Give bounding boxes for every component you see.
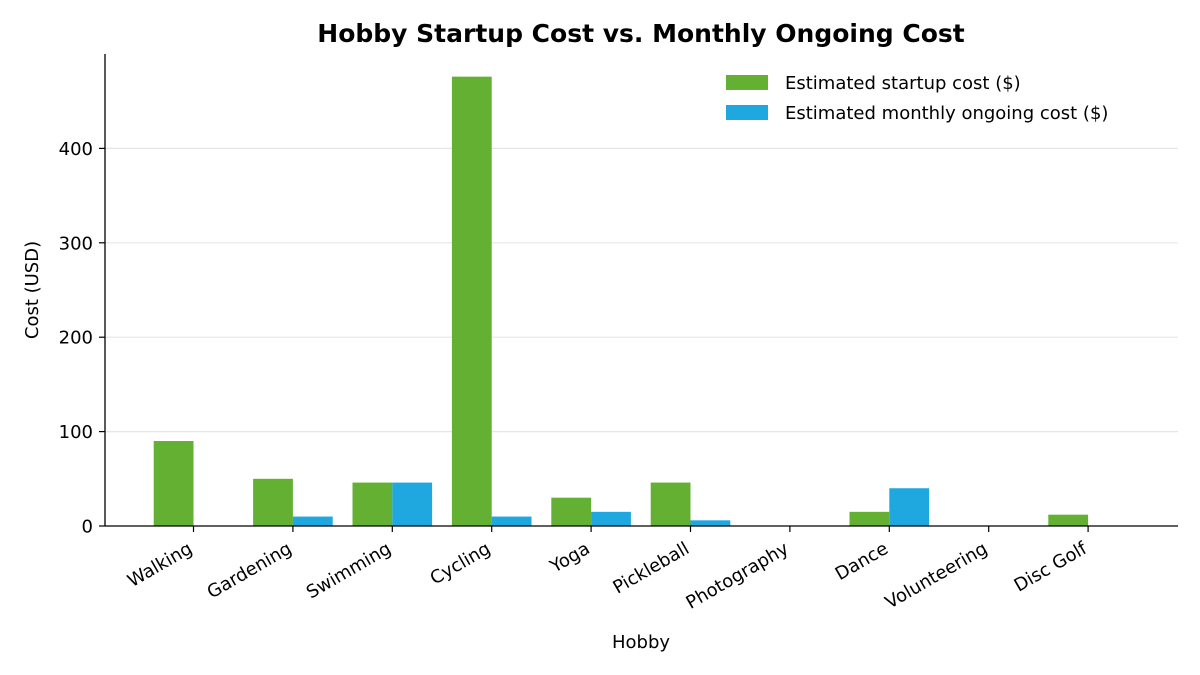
bar-monthly-dance xyxy=(889,488,930,526)
x-tick-label: Gardening xyxy=(204,538,296,603)
x-tick-label: Cycling xyxy=(427,538,495,589)
legend: Estimated startup cost ($) Estimated mont… xyxy=(726,73,1108,124)
bar-startup-disc-golf xyxy=(1048,514,1089,526)
x-tick-label: Disc Golf xyxy=(1011,538,1091,597)
legend-swatch xyxy=(726,105,768,120)
y-tick-label: 400 xyxy=(59,139,93,160)
x-tick-label: Walking xyxy=(124,538,196,592)
x-axis-label: Hobby xyxy=(612,632,670,653)
grid-lines xyxy=(105,147,1178,433)
x-tick-label: Volunteering xyxy=(882,538,991,613)
legend-label: Estimated monthly ongoing cost ($) xyxy=(785,103,1108,124)
x-tick-label: Dance xyxy=(832,538,892,585)
bar-monthly-yoga xyxy=(591,511,631,526)
bar-startup-swimming xyxy=(352,482,393,526)
x-tick-label: Pickleball xyxy=(609,538,693,598)
x-tick-label: Photography xyxy=(683,538,793,614)
bar-startup-cycling xyxy=(451,76,492,526)
y-axis-label: Cost (USD) xyxy=(22,241,43,339)
bars xyxy=(153,76,1089,526)
bar-monthly-swimming xyxy=(392,482,433,526)
bar-startup-pickleball xyxy=(650,482,691,526)
bar-startup-dance xyxy=(849,511,890,526)
bar-monthly-gardening xyxy=(292,516,333,526)
x-tick-label: Yoga xyxy=(546,538,594,578)
y-tick-label: 200 xyxy=(59,328,93,349)
y-tick-label: 300 xyxy=(59,233,93,254)
chart-title: Hobby Startup Cost vs. Monthly Ongoing C… xyxy=(317,19,964,48)
legend-swatch xyxy=(726,75,768,90)
x-tick-label: Swimming xyxy=(303,538,395,603)
axes xyxy=(104,54,1178,527)
y-tick-label: 0 xyxy=(82,517,93,538)
legend-label: Estimated startup cost ($) xyxy=(785,73,1021,94)
bar-startup-yoga xyxy=(551,497,592,526)
x-axis-ticks: Walking Gardening Swimming Cycling Yoga Pickl… xyxy=(124,526,1091,614)
y-tick-label: 100 xyxy=(59,422,93,443)
bar-monthly-cycling xyxy=(491,516,532,526)
bar-startup-walking xyxy=(153,441,194,526)
bar-monthly-pickleball xyxy=(690,520,731,526)
bar-startup-gardening xyxy=(253,478,293,526)
y-axis-ticks: 0 100 200 300 400 xyxy=(59,139,105,538)
